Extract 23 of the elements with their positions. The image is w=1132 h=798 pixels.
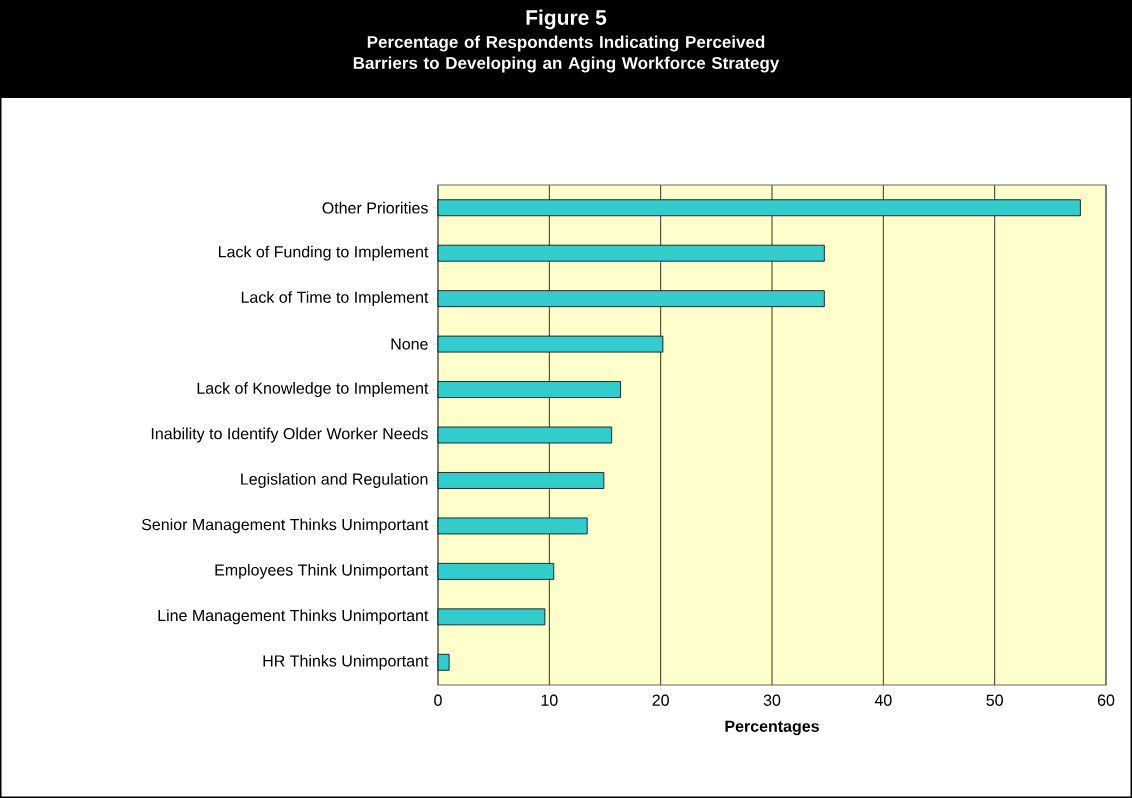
x-tick-label: 30 xyxy=(763,694,781,706)
bar xyxy=(437,608,546,626)
y-tick-label: Senior Management Thinks Unimportant xyxy=(141,518,429,534)
x-tick-label: 10 xyxy=(541,694,558,706)
y-tick-label: Inability to Identify Older Worker Needs xyxy=(151,427,428,443)
y-tick-label: Employees Think Unimportant xyxy=(215,563,429,579)
y-tick-label: Lack of Funding to Implement xyxy=(219,245,429,261)
bar xyxy=(437,653,450,671)
chart-subtitle: Percentage of Respondents Indicating Perceived Barriers to Developing an Aging Workforce Strategy xyxy=(353,35,780,73)
x-tick-label: 20 xyxy=(652,694,669,706)
y-tick-label: HR Thinks Unimportant xyxy=(263,654,429,670)
y-tick-label: Line Management Thinks Unimportant xyxy=(158,609,429,625)
y-tick-label: None xyxy=(391,338,428,350)
chart-title: Figure 5 xyxy=(526,9,607,30)
x-tick-label: 40 xyxy=(874,694,892,706)
x-tick-label: 60 xyxy=(1097,694,1115,706)
y-tick-label: Lack of Knowledge to Implement xyxy=(197,382,429,398)
y-tick-label: Lack of Time to Implement xyxy=(241,291,429,307)
x-tick-label: 50 xyxy=(986,694,1003,706)
x-tick-label: 0 xyxy=(434,694,442,706)
x-axis-title: Percentages xyxy=(725,720,819,736)
y-tick-label: Legislation and Regulation xyxy=(241,473,428,488)
y-tick-label: Other Priorities xyxy=(322,201,428,214)
